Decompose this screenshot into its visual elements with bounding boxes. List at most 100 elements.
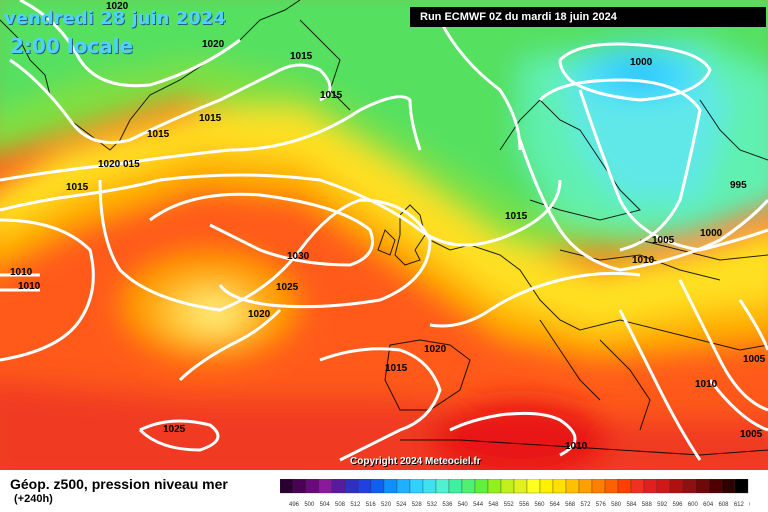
scale-tick-label: 548 [488, 502, 499, 508]
scale-tick-label: 568 [565, 502, 576, 508]
scale-tick-label: 600 [688, 502, 699, 508]
isobar-label: 1025 [276, 282, 299, 293]
isobar-label: 1000 [630, 57, 653, 68]
isobar-label: 1010 [565, 441, 588, 452]
scale-swatch [656, 479, 671, 494]
isobar-label: 1000 [700, 228, 723, 239]
scale-swatch [630, 479, 645, 494]
scale-swatch [734, 479, 749, 494]
scale-swatch [604, 479, 619, 494]
isobar-label: 1020 [98, 159, 121, 170]
scale-tick-label: 544 [473, 502, 484, 508]
isobar-label: 1025 [163, 424, 186, 435]
scale-swatch [487, 479, 502, 494]
scale-swatch [500, 479, 515, 494]
scale-swatch [409, 479, 424, 494]
scale-swatch [383, 479, 398, 494]
isobar-label: 1015 [66, 182, 89, 193]
scale-swatch [669, 479, 684, 494]
isobar-label: 1010 [695, 379, 718, 390]
scale-tick-label: 516 [366, 502, 377, 508]
scale-tick-label: 604 [703, 502, 714, 508]
isobars [0, 0, 768, 462]
scale-tick-label: 528 [412, 502, 423, 508]
isobar-label: 015 [123, 159, 140, 170]
scale-swatch [565, 479, 580, 494]
scale-swatch [578, 479, 593, 494]
isobar-label: 1020 [106, 1, 129, 12]
forecast-local-time: 2:00 locale [10, 34, 134, 58]
isobar-label: 1015 [290, 51, 313, 62]
isobar-label: 995 [730, 180, 747, 191]
scale-tick-label: 584 [626, 502, 637, 508]
scale-swatch [617, 479, 632, 494]
scale-tick-label: 592 [657, 502, 668, 508]
isobar-label: 1010 [10, 267, 33, 278]
isobar-label: 1015 [147, 129, 170, 140]
scale-swatch [591, 479, 606, 494]
scale-tick-label: 560 [534, 502, 545, 508]
coastlines [0, 0, 768, 456]
scale-swatch [396, 479, 411, 494]
scale-swatch [721, 479, 736, 494]
scale-swatch [643, 479, 658, 494]
scale-tick-label: 596 [672, 502, 683, 508]
isobar-label: 1015 [385, 363, 408, 374]
isobar-label: 1020 [202, 39, 225, 50]
scale-tick-label: 576 [596, 502, 607, 508]
scale-swatch [474, 479, 489, 494]
map-title: Géop. z500, pression niveau mer [10, 476, 228, 492]
scale-tick-label: 536 [442, 502, 453, 508]
scale-tick-label: 496 [289, 502, 300, 508]
scale-swatch [292, 479, 307, 494]
copyright: Copyright 2024 Meteociel.fr [350, 456, 481, 467]
scale-tick-label: 552 [504, 502, 515, 508]
isobar-label: 1020 [248, 309, 271, 320]
forecast-date: vendredi 28 juin 2024 [4, 8, 226, 29]
scale-tick-label: 512 [350, 502, 361, 508]
scale-swatch [539, 479, 554, 494]
isobar-label: 1020 [424, 344, 447, 355]
isobar-label: 1010 [18, 281, 41, 292]
scale-swatch [357, 479, 372, 494]
scale-tick-label: 540 [458, 502, 469, 508]
scale-swatch [305, 479, 320, 494]
lead-time: (+240h) [14, 493, 53, 505]
scale-swatch [513, 479, 528, 494]
isobar-label: 1005 [743, 354, 766, 365]
scale-swatch [552, 479, 567, 494]
scale-swatch [526, 479, 541, 494]
scale-swatch [461, 479, 476, 494]
scale-tick-label: 500 [304, 502, 315, 508]
scale-swatch [695, 479, 710, 494]
scale-swatch [448, 479, 463, 494]
isobar-label: 1015 [320, 90, 343, 101]
scale-tick-label: 572 [580, 502, 591, 508]
model-run-banner: Run ECMWF 0Z du mardi 18 juin 2024 [410, 7, 766, 27]
scale-swatch [682, 479, 697, 494]
isobar-label: 1005 [652, 235, 675, 246]
scale-tick-label: 508 [335, 502, 346, 508]
scale-swatch [708, 479, 723, 494]
isobar-label: 1005 [740, 429, 763, 440]
isobar-label: 1030 [287, 251, 310, 262]
scale-tick-label: 520 [381, 502, 392, 508]
scale-swatch [331, 479, 346, 494]
weather-map: 1020 1020 1015 1015 1015 1015 1020 015 1… [0, 0, 768, 470]
scale-tick-label: 504 [320, 502, 331, 508]
scale-tick-label: 588 [642, 502, 653, 508]
color-scale: 496 500 504 508 512 516 520 524 528 532 536 540 544 5… [280, 479, 750, 508]
scale-tick-label: 524 [396, 502, 407, 508]
scale-tick-label: 564 [550, 502, 561, 508]
scale-swatch [280, 479, 294, 494]
scale-tick-label: 580 [611, 502, 622, 508]
isobar-label: 1010 [632, 255, 655, 266]
scale-tick-label: 556 [519, 502, 530, 508]
scale-swatch [435, 479, 450, 494]
scale-tick-label: 532 [427, 502, 438, 508]
scale-swatch [318, 479, 333, 494]
isobar-label: 1015 [505, 211, 528, 222]
scale-swatch [344, 479, 359, 494]
scale-tick-label: 608 [719, 502, 730, 508]
scale-tick-label: 616 [749, 502, 750, 508]
